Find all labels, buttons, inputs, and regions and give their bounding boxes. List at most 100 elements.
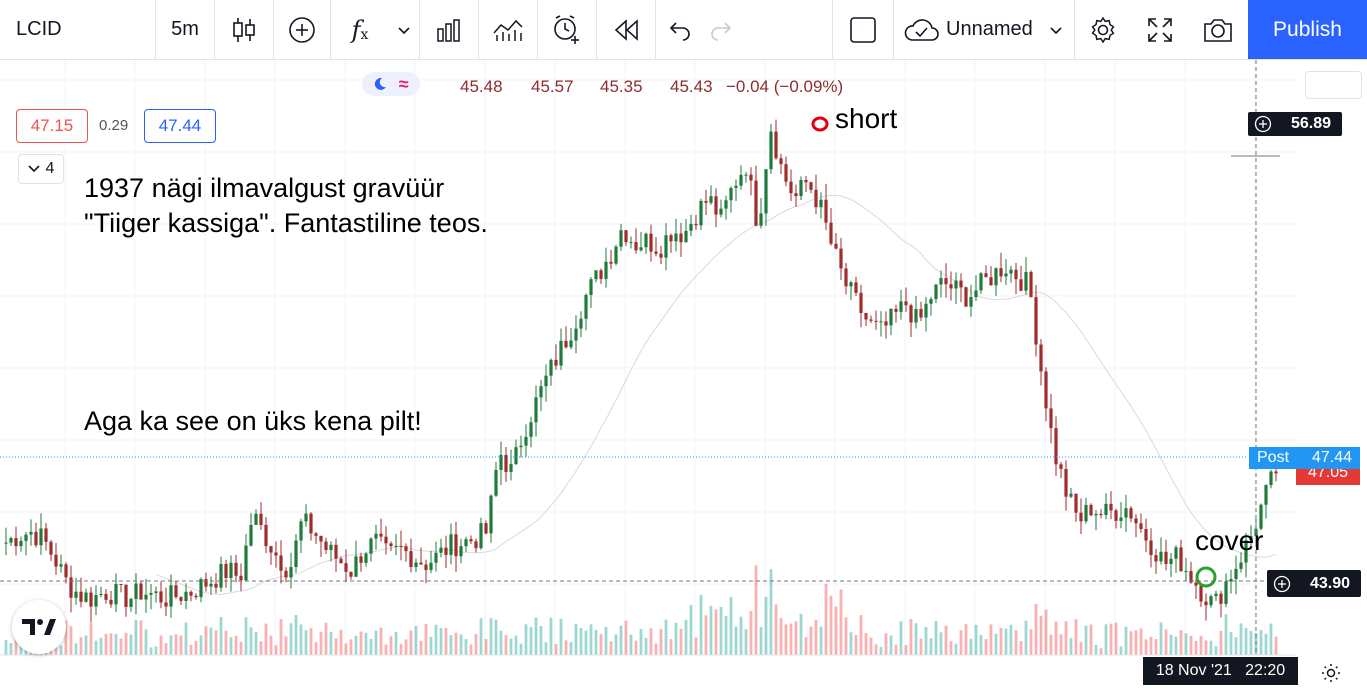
replay-icon[interactable] [597,0,655,59]
volume-bar [479,618,483,655]
square-icon[interactable] [833,0,893,59]
volume-bar [779,618,783,655]
volume-bar [249,627,253,655]
volume-bar [669,639,673,655]
volume-bar [959,630,963,655]
symbol-search[interactable]: LCID [16,18,62,40]
volume-bar [594,629,598,655]
annotation-text-1-line-1[interactable]: 1937 nägi ilmavalgust gravüür [84,173,445,203]
indicators-collapse-button[interactable]: 4 [18,154,64,184]
volume-bar [679,628,683,655]
candle-body [984,273,988,278]
post-tag: Post [1257,449,1290,466]
volume-bar [204,626,208,655]
add-icon [1273,575,1291,592]
interval-button[interactable]: 5m [171,18,199,40]
redo-icon[interactable] [702,0,742,59]
templates-icon[interactable] [479,0,537,59]
candle-body [1129,508,1133,519]
volume-bar [269,635,273,655]
candle-body [539,386,543,398]
volume-bar [164,643,168,655]
candle-body [289,567,293,578]
volume-bar [624,620,628,655]
candle-body [239,575,243,581]
crosshair-price-label[interactable]: 43.90 [1267,570,1361,597]
top-crosshair-label[interactable]: 56.89 [1248,112,1342,136]
volume-bar [99,637,103,655]
bars-icon[interactable] [420,0,478,59]
undo-icon[interactable] [656,0,702,59]
annotation-cover[interactable]: cover [1195,525,1264,556]
layout-name-button[interactable]: Unnamed [894,0,1074,59]
divider [596,0,597,59]
candle-body [249,524,253,546]
volume-bar [709,605,713,655]
candle-body [559,340,563,366]
volume-bar [434,624,438,655]
volume-bar [509,638,513,655]
add-icon [1254,115,1272,133]
candle-body [1014,269,1018,280]
gear-icon[interactable] [1320,662,1342,684]
volume-bar [409,630,413,655]
candle-body [979,273,983,291]
annotation-text-1-line-2[interactable]: "Tiiger kassiga". Fantastiline teos. [84,208,488,238]
volume-bar [719,606,723,655]
camera-icon[interactable] [1189,0,1247,59]
volume-bar [894,644,898,655]
volume-bar [1259,629,1263,655]
volume-bar [1194,640,1198,655]
volume-bar [94,640,98,655]
alert-icon[interactable] [538,0,596,59]
volume-bar [869,637,873,655]
volume-bar [254,632,258,655]
volume-bar [549,617,553,655]
volume-bar [964,624,968,655]
candle-body [1169,558,1173,564]
indicator-toggles[interactable]: ≈ [362,72,420,96]
volume-bar [379,627,383,655]
ohlc-high: 45.57 [531,77,574,96]
candle-body [34,531,38,546]
volume-bar [939,632,943,655]
candle-body [1194,582,1198,586]
candle-body [734,185,738,188]
candle-body [994,268,998,286]
volume-bar [1114,622,1118,655]
chevron-down-icon[interactable] [389,0,419,59]
volume-bar [924,626,928,655]
annotation-text-2[interactable]: Aga ka see on üks kena pilt! [84,406,422,436]
volume-bar [79,637,83,655]
candle-body [379,533,383,537]
volume-bar [814,619,818,655]
volume-bar [1119,646,1123,655]
add-indicator-icon[interactable] [274,0,330,59]
annotation-short[interactable]: short [835,103,898,134]
candle-body [149,592,153,595]
volume-bar [444,627,448,655]
candles-icon[interactable] [215,0,273,59]
buy-price-button[interactable]: 47.44 [144,109,216,143]
tradingview-logo[interactable] [12,600,66,654]
publish-button[interactable]: Publish [1248,0,1367,59]
sell-price-button[interactable]: 47.15 [16,109,88,143]
candle-body [929,299,933,304]
price-chart[interactable] [0,60,1367,685]
gear-icon[interactable] [1075,0,1131,59]
volume-bar [154,646,158,655]
candle-body [324,541,328,551]
candle-body [669,235,673,242]
fullscreen-icon[interactable] [1131,0,1189,59]
divider [655,0,656,59]
candle-body [234,562,238,576]
volume-bar [764,596,768,655]
candle-body [1264,485,1268,505]
volume-bar [404,639,408,655]
candle-body [399,545,403,547]
candle-body [1164,551,1168,564]
candle-body [974,290,978,298]
volume-bar [1244,627,1248,655]
candlesticks [4,119,1278,623]
